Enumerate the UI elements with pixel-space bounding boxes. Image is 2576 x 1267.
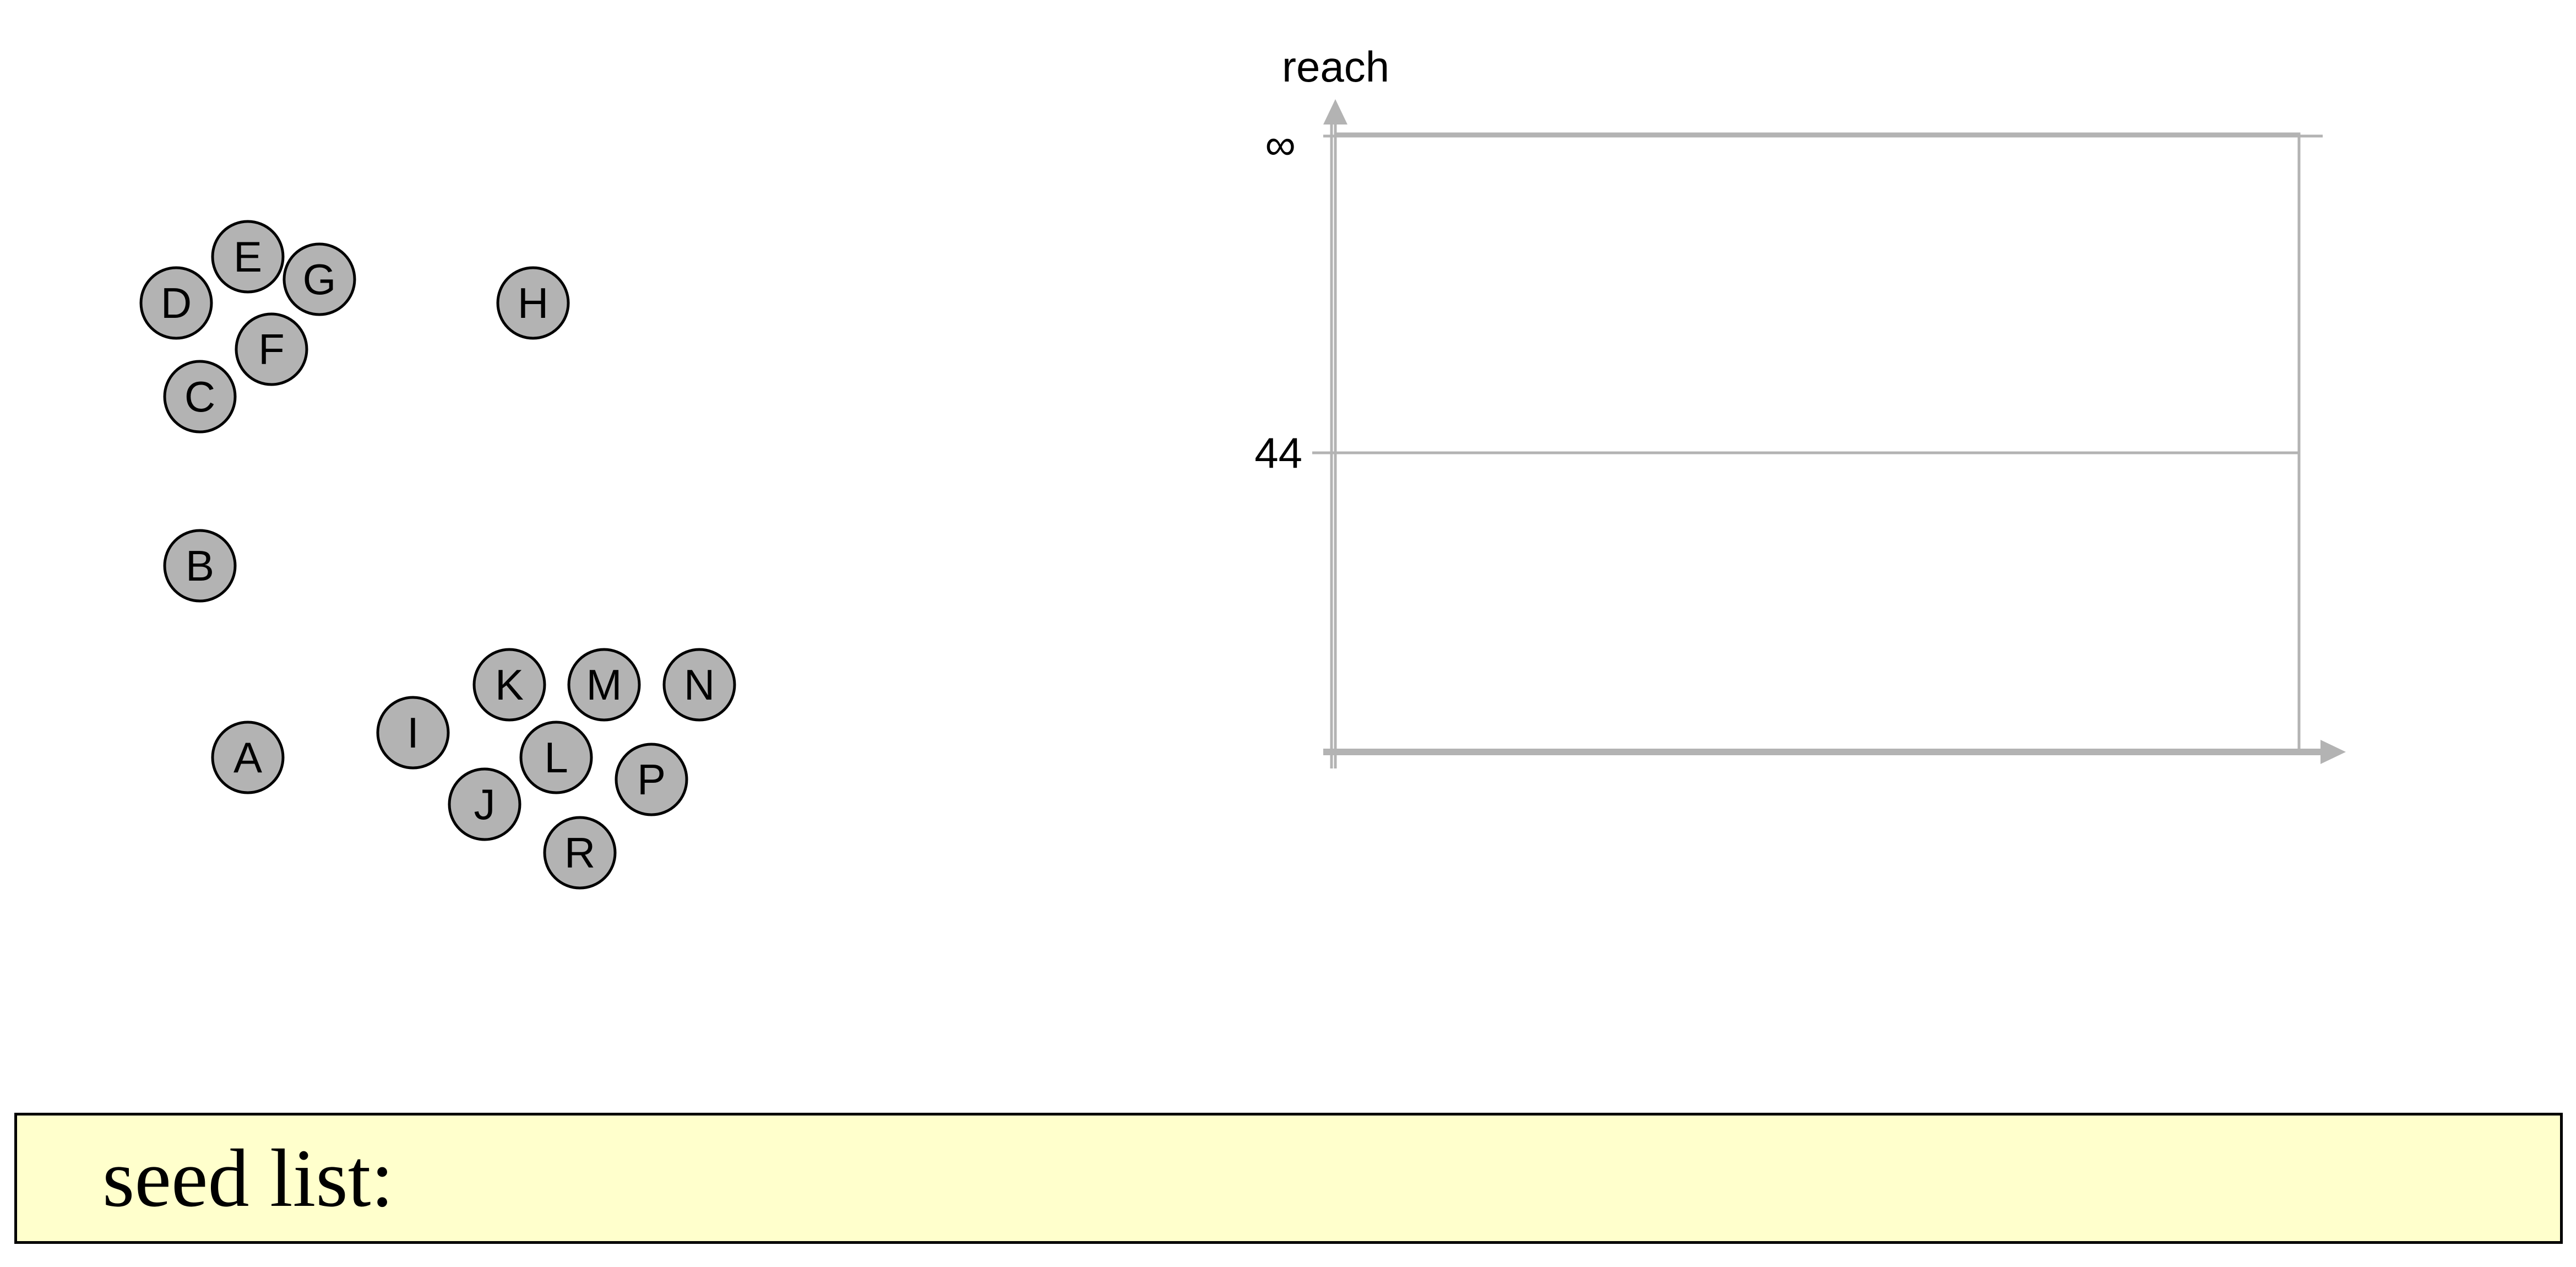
point-a[interactable]: A — [211, 721, 285, 794]
seed-list-panel: seed list: — [14, 1113, 2563, 1244]
plot-frame — [1334, 132, 2301, 754]
point-cloud: A B C D E F G H — [139, 220, 736, 890]
y-tick-44: 44 — [1254, 429, 1302, 477]
point-f[interactable]: F — [235, 312, 308, 386]
point-p-label: P — [637, 755, 666, 804]
point-d-label: D — [161, 279, 192, 327]
point-p[interactable]: P — [615, 743, 688, 816]
point-m[interactable]: M — [567, 648, 641, 722]
point-r-label: R — [564, 829, 595, 877]
y-axis-label: reach — [1282, 42, 1389, 91]
point-n[interactable]: N — [662, 648, 736, 722]
point-l[interactable]: L — [519, 721, 593, 794]
reachability-plot: reach ∞ 44 — [1254, 42, 2346, 768]
point-i[interactable]: I — [376, 696, 450, 770]
point-m-label: M — [586, 660, 622, 709]
point-c[interactable]: C — [163, 360, 237, 434]
point-k-label: K — [495, 660, 524, 709]
point-a-label: A — [233, 733, 262, 782]
point-b[interactable]: B — [163, 529, 237, 603]
point-h-label: H — [518, 279, 548, 327]
point-j-label: J — [474, 780, 496, 829]
point-g-label: G — [303, 255, 336, 304]
y-axis-arrow-icon — [1323, 99, 1347, 124]
point-l-label: L — [544, 733, 568, 782]
point-g[interactable]: G — [282, 242, 356, 316]
point-r[interactable]: R — [543, 816, 617, 890]
point-k[interactable]: K — [472, 648, 546, 722]
point-n-label: N — [684, 660, 715, 709]
point-h[interactable]: H — [496, 266, 570, 340]
point-f-label: F — [258, 325, 285, 373]
y-tick-infinity: ∞ — [1265, 120, 1296, 169]
x-axis-arrow-icon — [2320, 740, 2346, 764]
point-d[interactable]: D — [139, 266, 213, 340]
seed-list-label: seed list: — [102, 1133, 394, 1224]
point-e[interactable]: E — [211, 220, 285, 294]
point-i-label: I — [407, 708, 419, 757]
point-c-label: C — [184, 372, 215, 421]
point-b-label: B — [186, 542, 214, 590]
point-j[interactable]: J — [448, 767, 521, 841]
point-e-label: E — [233, 232, 262, 281]
